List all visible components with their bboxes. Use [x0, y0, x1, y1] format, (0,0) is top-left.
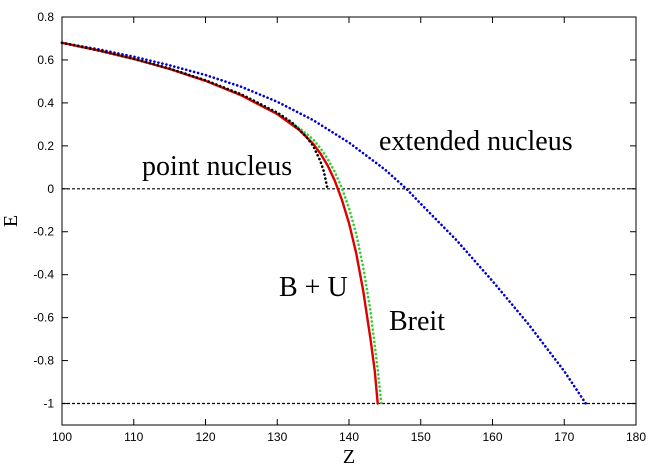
- x-tick-label: 140: [339, 430, 359, 444]
- annotation-point-nucleus: point nucleus: [142, 151, 292, 182]
- y-tick-label: 0.6: [37, 53, 54, 67]
- x-tick-label: 120: [195, 430, 215, 444]
- x-tick-label: 180: [626, 430, 646, 444]
- reference-lines: [62, 188, 636, 405]
- y-tick-label: 0.8: [37, 10, 54, 24]
- annotation-breit: Breit: [389, 306, 445, 337]
- x-tick-label: 160: [482, 430, 502, 444]
- series-line-point: [60, 41, 329, 191]
- series-line-extended: [60, 41, 588, 405]
- x-tick-label: 150: [411, 430, 431, 444]
- x-tick-label: 170: [554, 430, 574, 444]
- x-tick-label: 110: [124, 430, 143, 444]
- y-tick-label: -0.2: [33, 225, 54, 239]
- annotation-bu: B + U: [279, 272, 348, 303]
- y-tick-label: -0.6: [33, 311, 54, 325]
- y-tick-label: 0.4: [37, 96, 54, 110]
- y-tick-label: -1: [43, 397, 54, 411]
- y-tick-label: -0.4: [33, 268, 54, 282]
- x-tick-label: 100: [52, 430, 72, 444]
- y-tick-label: 0.2: [37, 139, 54, 153]
- ticks-layer: 100 110 120 130 140 150 160 170 180 -1 -0.8 -0.6 -0.…: [33, 10, 646, 444]
- series-line-breit: [275, 112, 383, 405]
- y-axis-title: E: [0, 215, 22, 227]
- series-line-bu: [60, 41, 379, 405]
- y-tick-label: -0.8: [33, 354, 54, 368]
- y-tick-label: 0: [47, 182, 54, 196]
- x-tick-label: 130: [267, 430, 287, 444]
- x-axis-title: Z: [343, 446, 355, 465]
- series-layer: [60, 41, 588, 405]
- annotation-extended-nucleus: extended nucleus: [379, 126, 573, 157]
